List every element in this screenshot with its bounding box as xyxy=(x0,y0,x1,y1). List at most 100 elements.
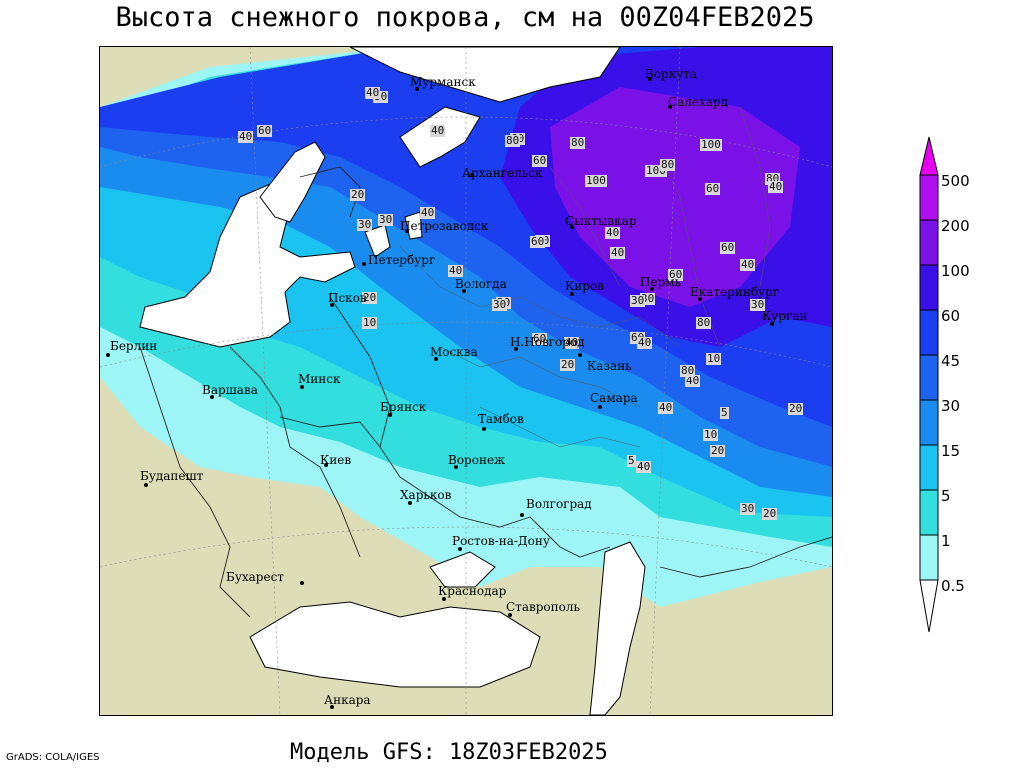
city-label: Краснодар xyxy=(438,584,507,598)
city-label: Брянск xyxy=(380,400,427,414)
city-label: Варшава xyxy=(202,383,258,397)
legend-tick-label: 30 xyxy=(941,397,961,415)
contour-value-label: 10 xyxy=(706,352,722,365)
city-marker xyxy=(330,303,334,307)
city-marker xyxy=(388,413,392,417)
contour-value-label: 40 xyxy=(768,180,784,193)
legend-tick-label: 200 xyxy=(941,217,970,235)
city-label: Воронеж xyxy=(448,453,506,467)
legend-tick-label: 15 xyxy=(941,442,961,460)
contour-value-label: 60 xyxy=(532,154,548,167)
contour-value-label: 40 xyxy=(658,401,674,414)
contour-value-label: 30 xyxy=(378,213,394,226)
city-marker xyxy=(415,87,419,91)
contour-value-label: 10 xyxy=(703,428,719,441)
city-label: Ставрополь xyxy=(506,600,581,614)
legend-arrow-top xyxy=(919,136,939,176)
contour-value-label: 60 xyxy=(668,268,684,281)
baltic-sea xyxy=(139,181,356,348)
city-marker xyxy=(210,395,214,399)
contour-value-label: 30 xyxy=(740,502,756,515)
azov-sea xyxy=(429,551,496,588)
city-label: Мурманск xyxy=(410,75,476,89)
legend-tick-label: 500 xyxy=(941,172,970,190)
lake-ladoga xyxy=(364,224,391,258)
model-subtitle: Модель GFS: 18Z03FEB2025 xyxy=(290,740,608,765)
contour-value-label: 80 xyxy=(680,364,696,377)
legend-arrow-bottom xyxy=(919,579,939,633)
city-label: Бухарест xyxy=(226,570,284,584)
city-label: Воркута xyxy=(645,67,698,81)
city-marker xyxy=(570,225,574,229)
city-marker xyxy=(668,105,672,109)
city-label: Харьков xyxy=(400,488,452,502)
city-marker xyxy=(578,353,582,357)
city-marker xyxy=(324,463,328,467)
city-label: Берлин xyxy=(110,339,158,353)
city-label: Киров xyxy=(565,279,604,293)
contour-value-label: 40 xyxy=(636,460,652,473)
city-label: Н.Новгород xyxy=(510,335,585,349)
legend-colorbar xyxy=(919,136,939,633)
legend: 500 200 100 60 45 30 15 5 1 0.5 xyxy=(916,135,1024,635)
city-label: Минск xyxy=(298,372,341,386)
city-label: Киев xyxy=(320,453,352,467)
contour-value-label: 60 xyxy=(532,332,548,345)
region-borders xyxy=(399,106,771,448)
contour-value-label: 40 xyxy=(420,206,436,219)
contour-value-label: 20 xyxy=(560,358,576,371)
city-marker xyxy=(650,287,654,291)
contour-value-label: 80 xyxy=(696,316,712,329)
city-label: Анкара xyxy=(324,693,371,707)
legend-tick-label: 1 xyxy=(941,532,951,550)
legend-tick-label: 100 xyxy=(941,262,970,280)
city-marker xyxy=(434,357,438,361)
contour-value-label: 30 xyxy=(630,294,646,307)
contour-value-label: 40 xyxy=(564,336,580,349)
city-label: Архангельск xyxy=(462,166,543,180)
city-marker xyxy=(570,292,574,296)
city-marker xyxy=(458,547,462,551)
city-marker xyxy=(405,229,409,233)
city-marker xyxy=(598,405,602,409)
city-label: Пермь xyxy=(640,275,682,289)
contour-value-label: 60 xyxy=(720,241,736,254)
city-label: Москва xyxy=(430,345,478,359)
city-label: Волгоград xyxy=(526,497,592,511)
city-label: Самара xyxy=(590,391,638,405)
contour-value-label: 40 xyxy=(365,86,381,99)
city-marker xyxy=(520,513,524,517)
contour-value-label: 20 xyxy=(710,444,726,457)
city-marker xyxy=(648,77,652,81)
city-marker xyxy=(770,322,774,326)
contour-value-label: 80 xyxy=(570,136,586,149)
city-label: Вологда xyxy=(455,277,507,291)
contour-value-label: 5 xyxy=(720,406,729,419)
contour-value-label: 40 xyxy=(238,130,254,143)
contour-value-label: 20 xyxy=(362,291,378,304)
contour-value-label: 20 xyxy=(788,402,804,415)
city-label: Курган xyxy=(762,309,808,323)
city-marker xyxy=(330,705,334,709)
city-label: Петрозаводск xyxy=(400,219,489,233)
city-marker xyxy=(106,353,110,357)
map-area[interactable]: 4060804060408060801001008060302030406080… xyxy=(99,46,833,716)
contour-value-label: 20 xyxy=(350,188,366,201)
map-title: Высота снежного покрова, см на 00Z04FEB2… xyxy=(115,2,815,33)
legend-tick-label: 5 xyxy=(941,487,951,505)
city-label: Тамбов xyxy=(478,412,524,426)
city-marker xyxy=(462,289,466,293)
city-marker xyxy=(698,297,702,301)
contour-value-label: 5 xyxy=(627,454,636,467)
city-marker xyxy=(454,465,458,469)
contour-value-label: 20 xyxy=(762,507,778,520)
city-label: Петербург xyxy=(368,253,436,267)
contour-value-label: 30 xyxy=(357,218,373,231)
graticule xyxy=(100,47,832,715)
caspian-sea xyxy=(589,541,646,715)
white-sea xyxy=(399,106,481,168)
grads-credit: GrADS: COLA/IGES xyxy=(6,752,100,763)
snow-depth-map xyxy=(100,47,832,715)
legend-tick-label: 0.5 xyxy=(941,577,965,595)
legend-tick-label: 45 xyxy=(941,352,961,370)
